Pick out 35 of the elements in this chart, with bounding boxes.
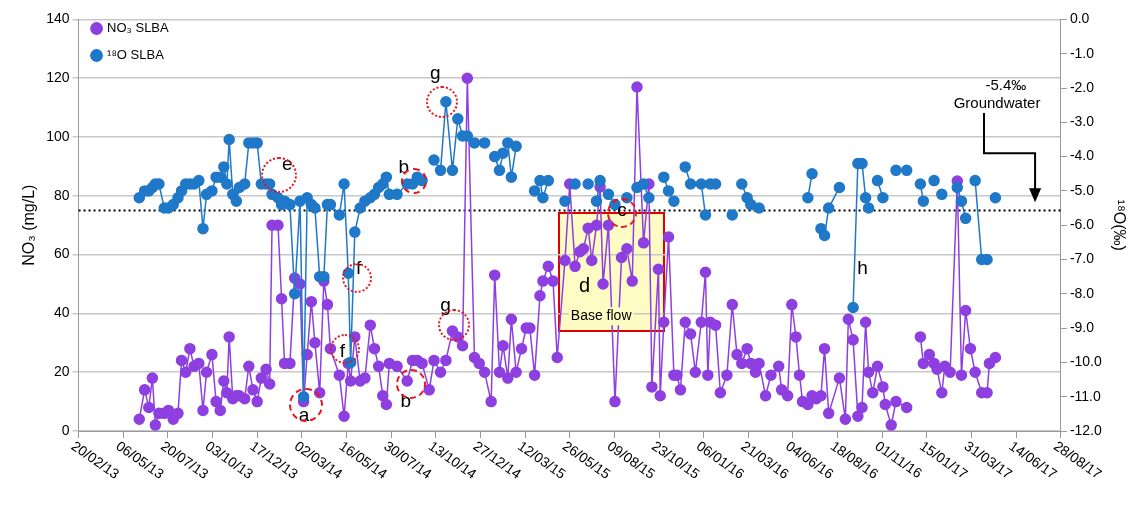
annotation: b (400, 390, 412, 412)
y-tick-label: 0 (61, 421, 70, 438)
annotation: g (440, 294, 451, 316)
y2-tick-label: -10.0 (1069, 353, 1103, 370)
annotation: -5.4‰ (985, 75, 1027, 93)
y2-axis-title: ¹⁸O(‰) (1110, 199, 1128, 251)
annotation: Base flow (570, 307, 633, 324)
y2-tick-label: 0.0 (1069, 10, 1090, 27)
y2-tick-label: -9.0 (1069, 318, 1095, 335)
y-tick-label: 60 (53, 245, 70, 262)
annotation: h (857, 256, 868, 278)
annotation: g (430, 61, 441, 83)
y2-tick-label: -8.0 (1069, 284, 1095, 301)
y2-tick-label: -3.0 (1069, 113, 1095, 130)
legend-label: NO₃ SLBA (107, 20, 170, 36)
y2-tick-label: -11.0 (1069, 387, 1101, 404)
y-tick-label: 80 (53, 186, 70, 203)
y2-tick-label: -6.0 (1069, 216, 1095, 233)
y-tick-label: 20 (53, 363, 70, 380)
annotation: Groundwater (953, 94, 1041, 112)
y2-tick-label: -2.0 (1069, 78, 1095, 95)
annotation: f (339, 339, 346, 361)
y-tick-label: 100 (46, 127, 70, 144)
y2-tick-label: -4.0 (1069, 147, 1095, 164)
y-axis-title: NO₃ (mg/L) (20, 184, 38, 266)
y2-tick-label: -5.0 (1069, 181, 1095, 198)
y2-tick-label: -12.0 (1069, 421, 1103, 438)
annotation: d (578, 274, 591, 297)
y-tick-label: 140 (46, 10, 70, 27)
legend-label: ¹⁸O SLBA (107, 47, 165, 63)
y2-tick-label: -7.0 (1069, 250, 1095, 267)
y2-tick-label: -1.0 (1069, 44, 1095, 61)
y-tick-label: 120 (46, 69, 70, 86)
annotation: e (281, 153, 293, 175)
y-tick-label: 40 (53, 304, 70, 321)
